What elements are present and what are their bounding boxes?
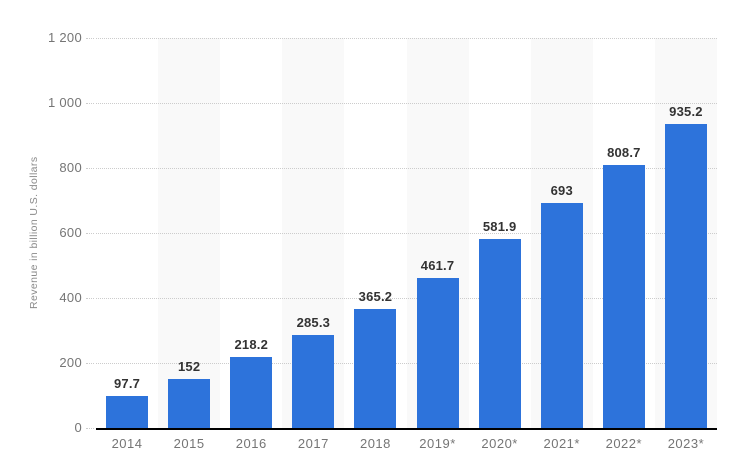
y-tick-label: 1 200: [47, 30, 82, 45]
bar-value-label: 935.2: [669, 104, 703, 120]
bar-2015[interactable]: [168, 378, 211, 428]
gridline: [96, 168, 717, 169]
bar-2022*[interactable]: [602, 165, 645, 428]
gridline: [96, 103, 717, 104]
bar-2019*[interactable]: [416, 277, 459, 428]
y-tick-mark: [86, 363, 94, 364]
bar-2023*[interactable]: [664, 124, 707, 428]
y-tick-mark: [86, 298, 94, 299]
gridline: [96, 298, 717, 299]
y-tick-label: 0: [74, 420, 82, 435]
bar-value-label: 461.7: [420, 257, 455, 273]
x-tick-label: 2018: [359, 436, 391, 451]
bar-value-label: 808.7: [607, 145, 641, 161]
y-tick-mark: [86, 428, 94, 429]
gridline: [96, 38, 717, 39]
bar-value-label: 693: [550, 182, 573, 198]
gridline: [96, 363, 717, 364]
bar-value-label: 581.9: [482, 218, 517, 234]
y-tick-mark: [86, 233, 94, 234]
y-tick-label: 1 000: [47, 95, 82, 110]
y-tick-label: 400: [59, 290, 82, 305]
bar-2016[interactable]: [230, 357, 273, 428]
x-tick-label: 2021*: [543, 436, 580, 451]
bar-2017[interactable]: [292, 335, 335, 428]
bar-2018[interactable]: [354, 309, 397, 428]
bar-value-label: 152: [177, 358, 201, 374]
plot-area: 97.7 152 218.2 285.3 365.2 461.7 581.9 693 808.7…: [96, 38, 717, 430]
bar-value-label: 97.7: [114, 376, 141, 392]
bar-value-label: 365.2: [358, 289, 393, 305]
x-tick-label: 2020*: [481, 436, 518, 451]
y-tick-label: 600: [59, 225, 82, 240]
y-tick-label: 800: [59, 160, 82, 175]
x-tick-label: 2015: [173, 436, 205, 451]
y-tick-label: 200: [59, 355, 82, 370]
bar-2014[interactable]: [106, 396, 149, 428]
x-tick-label: 2022*: [605, 436, 643, 451]
bar-2020*[interactable]: [478, 238, 521, 428]
x-tick-label: 2014: [111, 436, 143, 451]
x-axis: 2014 2015 2016 2017 2018 2019* 2020* 2021* 2022*…: [96, 436, 717, 452]
x-tick-label: 2023*: [667, 436, 705, 451]
x-tick-label: 2017: [297, 436, 329, 451]
bar-value-label: 285.3: [296, 315, 331, 331]
bar-2021*[interactable]: [540, 202, 583, 428]
y-tick-mark: [86, 168, 94, 169]
y-tick-mark: [86, 38, 94, 39]
bar-value-label: 218.2: [234, 337, 269, 353]
x-tick-label: 2016: [235, 436, 267, 451]
y-tick-mark: [86, 103, 94, 104]
x-tick-label: 2019*: [419, 436, 456, 451]
gridline: [96, 233, 717, 234]
